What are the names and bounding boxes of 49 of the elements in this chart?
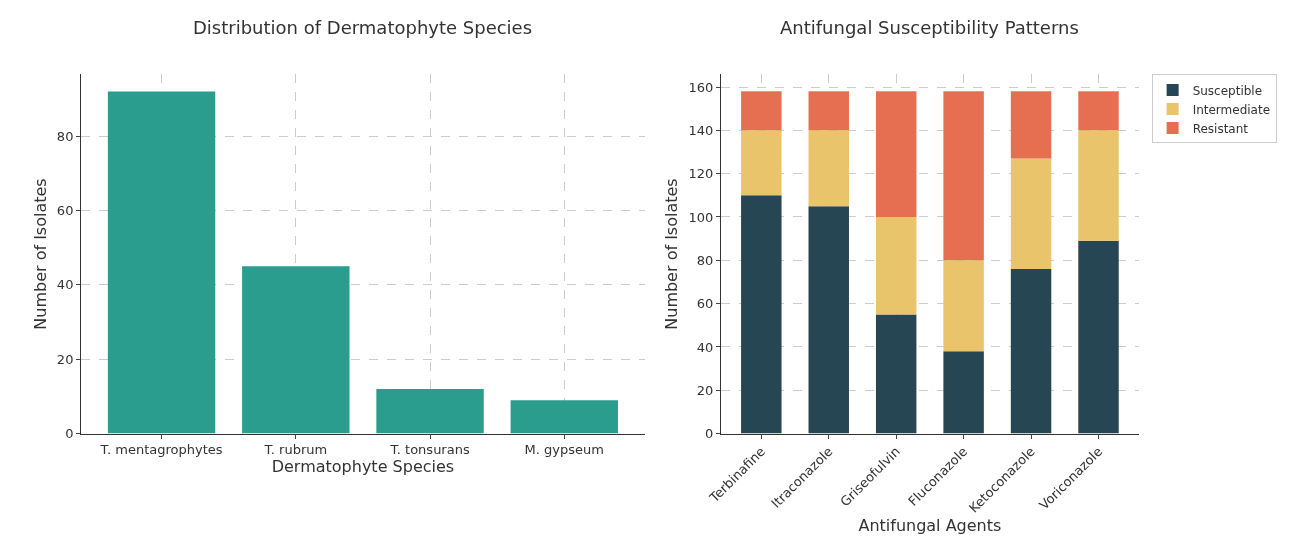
bar — [1078, 91, 1119, 131]
bar — [875, 216, 917, 315]
bar — [741, 130, 782, 196]
bar — [808, 91, 849, 131]
y-tick-label: 0 — [65, 426, 74, 442]
y-tick-label: 20 — [56, 351, 74, 367]
chart-title: Distribution of Dermatophyte Species — [193, 17, 533, 38]
bar — [741, 195, 782, 434]
y-axis-title: Number of Isolates — [662, 178, 682, 330]
bar — [1010, 268, 1052, 434]
y-tick-label: 20 — [696, 382, 714, 398]
y-tick-label: 80 — [696, 252, 714, 268]
y-tick-label: 40 — [696, 339, 714, 355]
bar — [875, 91, 917, 217]
bar — [1078, 130, 1119, 241]
bar — [875, 314, 917, 434]
bar — [943, 351, 984, 434]
y-tick-label: 120 — [688, 166, 714, 182]
y-tick-label: 0 — [704, 426, 714, 442]
bar — [808, 206, 849, 434]
bar — [1010, 91, 1052, 159]
bar — [943, 260, 984, 352]
legend-label: Resistant — [1192, 121, 1249, 136]
y-axis-title: Number of Isolates — [30, 178, 50, 330]
y-tick-label: 40 — [56, 277, 74, 293]
bar — [1010, 158, 1052, 269]
bar — [943, 91, 984, 261]
y-tick-label: 60 — [696, 296, 714, 312]
legend-label: Susceptible — [1192, 83, 1263, 98]
bar — [510, 400, 618, 434]
y-tick-label: 80 — [56, 128, 74, 144]
y-tick-label: 160 — [688, 79, 714, 95]
x-axis-title: Antifungal Agents — [858, 515, 1002, 535]
bar — [107, 91, 216, 434]
bar — [242, 266, 350, 434]
bar — [376, 388, 484, 434]
x-tick-label: T. rubrum — [263, 442, 328, 458]
bar — [1078, 240, 1119, 434]
x-tick-label: T. mentagrophytes — [99, 442, 223, 458]
y-tick-label: 60 — [56, 203, 74, 219]
x-tick-label: T. tonsurans — [389, 442, 470, 458]
chart-title: Antifungal Susceptibility Patterns — [780, 17, 1079, 38]
x-tick-label: M. gypseum — [524, 442, 604, 458]
y-tick-label: 140 — [688, 122, 714, 138]
y-tick-label: 100 — [688, 209, 714, 225]
legend-label: Intermediate — [1192, 102, 1271, 117]
x-axis-title: Dermatophyte Species — [271, 457, 455, 477]
bar — [741, 91, 782, 131]
bar — [808, 130, 849, 207]
